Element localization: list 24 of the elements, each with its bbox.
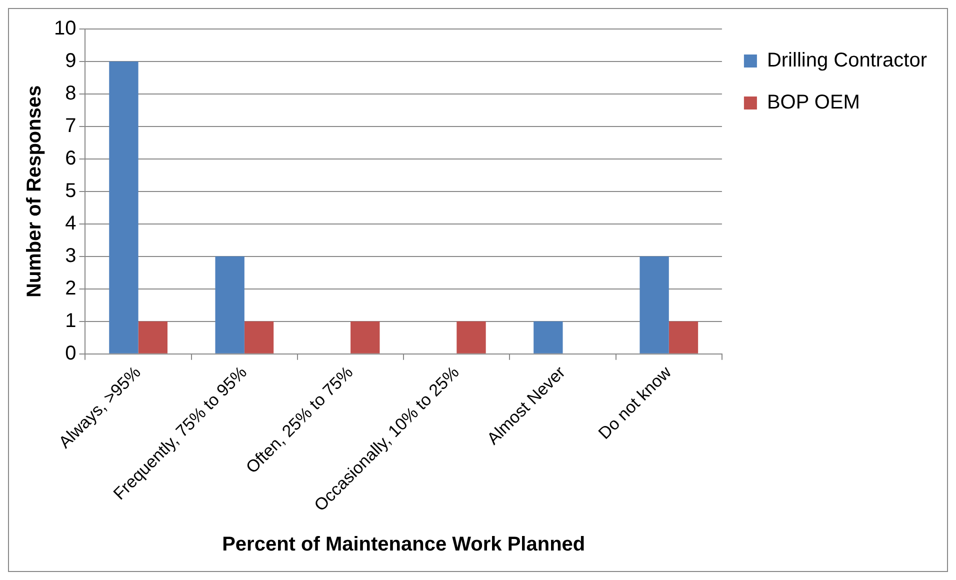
bar — [138, 321, 168, 354]
y-tick-label: 4 — [65, 212, 76, 234]
bar — [350, 321, 380, 354]
bar — [215, 256, 244, 354]
y-tick-label: 7 — [65, 114, 76, 137]
legend-label: Drilling Contractor — [766, 50, 928, 72]
bar — [109, 61, 138, 354]
y-tick-label: 3 — [65, 244, 76, 267]
y-tick-label: 6 — [65, 147, 76, 170]
y-tick-label: 0 — [65, 342, 76, 364]
y-axis-title: Number of Responses — [24, 85, 46, 298]
bar — [668, 321, 698, 354]
y-tick-label: 8 — [65, 82, 76, 104]
bar — [244, 321, 274, 354]
bar — [534, 321, 563, 354]
y-tick-label: 2 — [65, 277, 76, 300]
legend-label: BOP OEM — [766, 92, 860, 114]
y-tick-label: 1 — [65, 310, 76, 332]
y-tick-label: 10 — [54, 18, 76, 40]
x-axis-title: Percent of Maintenance Work Planned — [222, 534, 586, 556]
y-tick-label: 9 — [65, 50, 76, 72]
bar — [456, 321, 486, 354]
bar — [640, 256, 669, 354]
y-tick-label: 5 — [65, 180, 76, 202]
